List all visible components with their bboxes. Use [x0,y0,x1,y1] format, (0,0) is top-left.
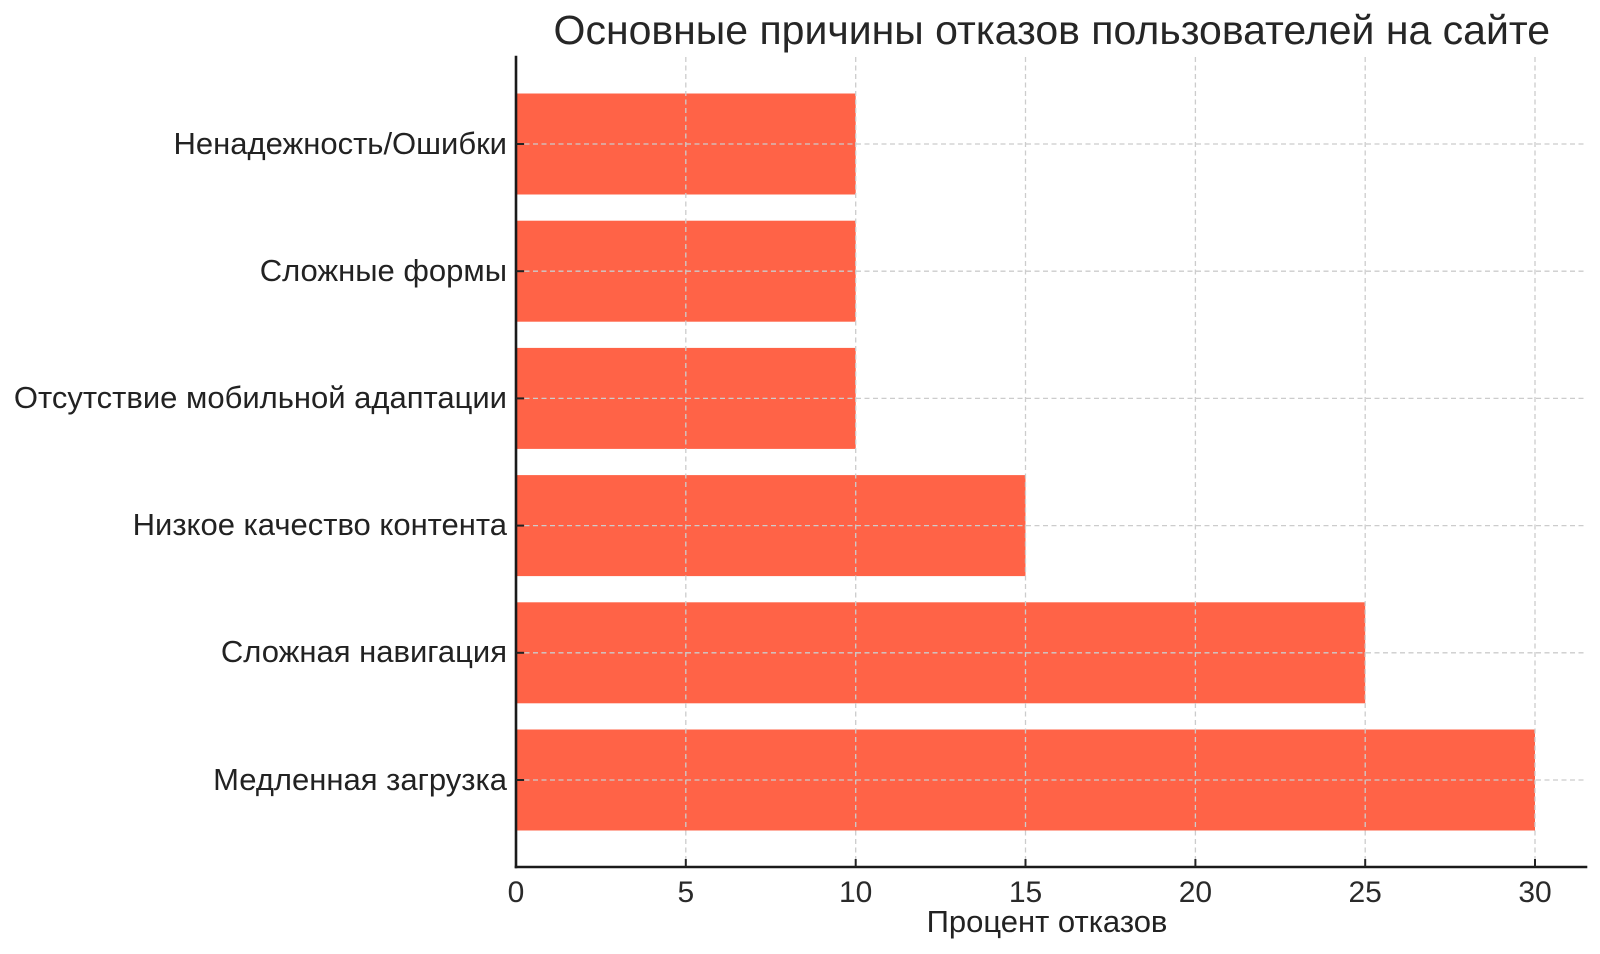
svg-text:5: 5 [677,876,694,909]
svg-text:20: 20 [1179,876,1212,909]
svg-text:10: 10 [839,876,872,909]
svg-text:30: 30 [1518,876,1551,909]
svg-text:Ненадежность/Ошибки: Ненадежность/Ошибки [174,126,507,161]
svg-text:0: 0 [508,876,525,909]
svg-text:Сложные формы: Сложные формы [260,253,507,288]
svg-text:Медленная загрузка: Медленная загрузка [213,762,508,797]
svg-text:Низкое качество контента: Низкое качество контента [133,507,508,542]
svg-text:Отсутствие мобильной адаптации: Отсутствие мобильной адаптации [14,380,507,415]
svg-text:25: 25 [1349,876,1382,909]
svg-text:Процент отказов: Процент отказов [927,904,1168,939]
svg-text:Основные причины отказов польз: Основные причины отказов пользователей н… [554,7,1550,53]
svg-text:Сложная навигация: Сложная навигация [221,634,507,669]
